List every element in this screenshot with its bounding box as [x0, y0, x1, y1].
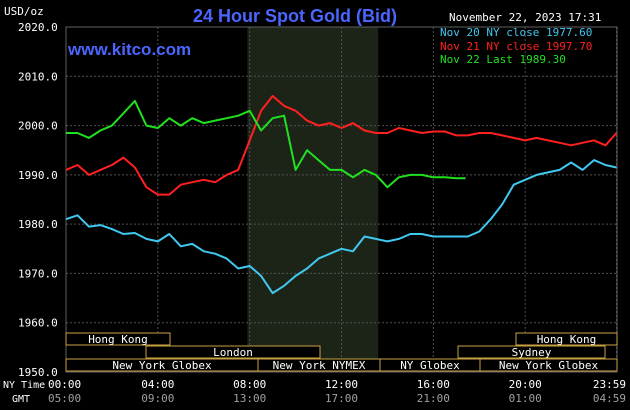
- legend-entry-nov20: Nov 20 NY close 1977.60: [440, 26, 592, 39]
- market-session-bar: [457, 345, 606, 359]
- y-tick-label: 1950.0: [18, 366, 58, 379]
- x-tick-ny: 23:59: [593, 378, 626, 391]
- x-tick-gmt: 17:00: [325, 392, 358, 405]
- y-axis: 2020.0 2010.0 2000.0 1990.0 1980.0 1970.0 1960…: [18, 21, 58, 379]
- y-tick-label: 1960.0: [18, 317, 58, 330]
- series-line-1: [65, 95, 618, 196]
- x-tick-ny: 04:00: [141, 378, 174, 391]
- x-tick-gmt: 01:00: [509, 392, 542, 405]
- market-session-bar: [479, 358, 618, 372]
- x-tick-gmt: 13:00: [233, 392, 266, 405]
- market-session-label: London: [213, 346, 253, 359]
- x-tick-gmt: 05:00: [48, 392, 81, 405]
- x-tick-ny: 00:00: [48, 378, 81, 391]
- series-lines: [65, 95, 618, 295]
- unit-label: USD/oz: [4, 5, 44, 18]
- y-tick-label: 1970.0: [18, 267, 58, 280]
- y-tick-label: 1980.0: [18, 218, 58, 231]
- x-tick-gmt: 09:00: [141, 392, 174, 405]
- x-tick-ny: 16:00: [417, 378, 450, 391]
- x-tick-ny: 08:00: [233, 378, 266, 391]
- market-session-bar: [65, 332, 171, 346]
- chart-title: 24 Hour Spot Gold (Bid): [193, 6, 397, 26]
- site-link[interactable]: www.kitco.com: [67, 40, 191, 59]
- market-session-label: Hong Kong: [88, 333, 148, 346]
- legend-entry-nov21: Nov 21 NY close 1997.70: [440, 40, 592, 53]
- x-tick-ny: 20:00: [509, 378, 542, 391]
- x-tick-gmt: 04:59: [593, 392, 626, 405]
- market-session-bar: [145, 345, 321, 359]
- market-session-label: New York Globex: [499, 359, 599, 372]
- series-line-2: [66, 99, 466, 189]
- plot-frame: [65, 26, 618, 373]
- y-tick-label: 2000.0: [18, 120, 58, 133]
- y-tick-label: 1990.0: [18, 169, 58, 182]
- date-stamp: November 22, 2023 17:31: [449, 11, 601, 24]
- legend-entry-nov22: Nov 22 Last 1989.30: [440, 53, 566, 66]
- market-session-bar: [515, 332, 618, 346]
- market-session-label: NY Globex: [400, 359, 460, 372]
- legend: Nov 20 NY close 1977.60 Nov 21 NY close …: [440, 26, 592, 66]
- x-tick-gmt: 21:00: [417, 392, 450, 405]
- session-highlight: [247, 27, 379, 372]
- y-tick-label: 2020.0: [18, 21, 58, 34]
- gmt-label: GMT: [12, 394, 30, 405]
- x-tick-ny: 12:00: [325, 378, 358, 391]
- series-line-0: [65, 159, 617, 295]
- market-session-label: New York NYMEX: [273, 359, 366, 372]
- ny-time-label: NY Time: [3, 380, 45, 391]
- market-session-label: New York Globex: [112, 359, 212, 372]
- y-tick-label: 2010.0: [18, 70, 58, 83]
- market-session-label: Hong Kong: [537, 333, 597, 346]
- market-session-label: Sydney: [512, 346, 552, 359]
